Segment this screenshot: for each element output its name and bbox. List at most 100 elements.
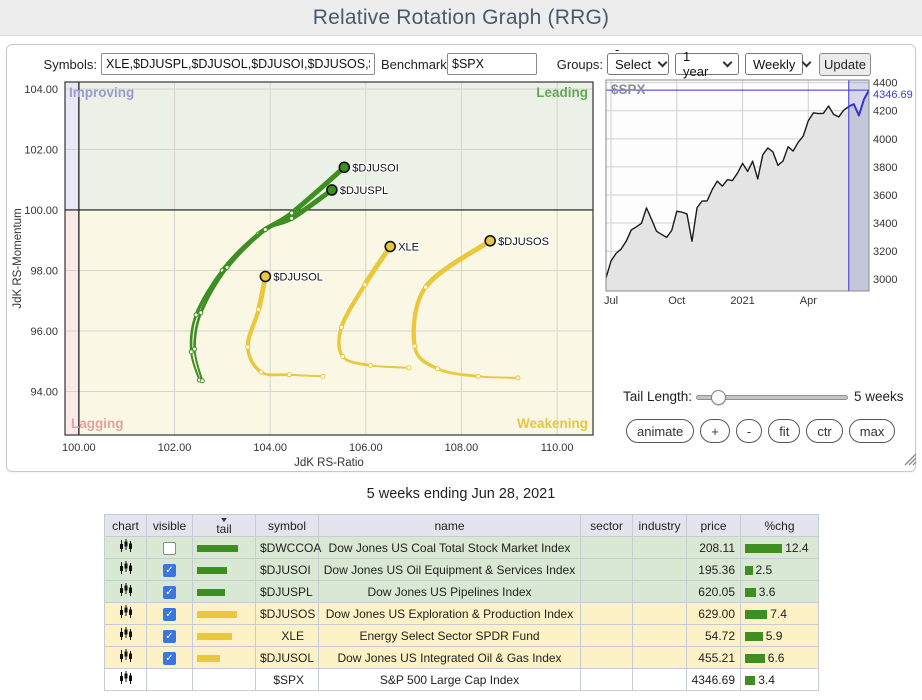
name-cell: Energy Select Sector SPDR Fund [319, 625, 581, 647]
spx-y-tick-label: 3400 [873, 218, 897, 230]
sector-cell [581, 669, 633, 691]
rrg-head-$DJUSOS[interactable] [485, 236, 495, 246]
zoom-out-button[interactable]: - [736, 419, 762, 443]
page-title: Relative Rotation Graph (RRG) [313, 6, 609, 30]
column-header-symbol[interactable]: symbol [256, 515, 319, 537]
candlestick-chart-icon[interactable] [119, 561, 133, 575]
pct-change-bar [745, 588, 756, 597]
symbols-label: Symbols: [27, 57, 97, 72]
column-header-chart[interactable]: chart [105, 515, 147, 537]
candlestick-chart-icon[interactable] [119, 583, 133, 597]
x-tick-label: 106.00 [349, 442, 383, 454]
column-header-name[interactable]: name [319, 515, 581, 537]
spx-x-tick-label: Apr [800, 295, 817, 307]
table-caption: 5 weeks ending Jun 28, 2021 [0, 486, 922, 502]
y-tick-label: 98.00 [30, 265, 58, 277]
groups-label: Groups: [555, 57, 603, 72]
rrg-trail-point [341, 355, 345, 359]
tail-length-slider[interactable] [696, 395, 848, 400]
column-header-visible[interactable]: visible [147, 515, 193, 537]
column-header-industry[interactable]: industry [633, 515, 687, 537]
price-cell: 620.05 [687, 581, 741, 603]
rrg-trail-point [290, 216, 294, 220]
update-button[interactable]: Update [819, 53, 871, 76]
frequency-select[interactable]: Weekly [745, 53, 803, 75]
tail-color-swatch [197, 545, 238, 552]
rrg-trail-point [194, 313, 198, 317]
candlestick-chart-icon[interactable] [119, 605, 133, 619]
pct-change-cell: 12.4 [741, 537, 819, 559]
spx-x-tick-label: Oct [668, 295, 685, 307]
fit-button[interactable]: fit [768, 419, 800, 443]
name-cell: S&P 500 Large Cap Index [319, 669, 581, 691]
spx-mini-chart: 440042004000380036003400320030004346.69J… [599, 75, 915, 307]
column-header-sector[interactable]: sector [581, 515, 633, 537]
spx-x-tick-label: Jul [604, 295, 618, 307]
tail-length-label: Tail Length: [623, 389, 692, 404]
pct-change-cell: 2.5 [741, 559, 819, 581]
visible-checkbox[interactable]: ✓ [163, 652, 176, 665]
chart-buttons: animate + - fit ctr max [626, 419, 895, 443]
pct-change-cell: 5.9 [741, 625, 819, 647]
rrg-panel: Symbols: Benchmark: Groups: - Select - 1… [6, 44, 916, 472]
spx-y-tick-label: 4000 [873, 134, 897, 146]
period-select[interactable]: 1 year [675, 53, 739, 75]
candlestick-chart-icon[interactable] [119, 539, 133, 553]
resize-handle-icon[interactable] [902, 451, 917, 466]
column-header-tail[interactable]: tail [193, 515, 256, 537]
column-header-chg[interactable]: %chg [741, 515, 819, 537]
candlestick-chart-icon[interactable] [119, 671, 133, 685]
frequency-select-value: Weekly [753, 57, 795, 72]
industry-cell [633, 603, 687, 625]
price-cell: 4346.69 [687, 669, 741, 691]
rrg-head-$DJUSPL[interactable] [327, 185, 337, 195]
industry-cell [633, 581, 687, 603]
pct-change-cell: 7.4 [741, 603, 819, 625]
rrg-head-label: $DJUSOL [273, 271, 323, 283]
pct-change-bar [745, 676, 755, 685]
groups-select[interactable]: - Select - [607, 53, 669, 75]
slider-handle[interactable] [711, 390, 726, 405]
rrg-head-$DJUSOI[interactable] [339, 162, 349, 172]
rrg-trail-point [436, 367, 440, 371]
center-button[interactable]: ctr [806, 419, 842, 443]
price-cell: 195.36 [687, 559, 741, 581]
animate-button[interactable]: animate [626, 419, 694, 443]
rrg-trail-point [339, 325, 343, 329]
rrg-trail-point [516, 376, 520, 380]
rrg-head-XLE[interactable] [385, 242, 395, 252]
rrg-head-$DJUSOL[interactable] [260, 271, 270, 281]
visible-checkbox[interactable]: ✓ [163, 608, 176, 621]
sector-cell [581, 537, 633, 559]
y-tick-label: 104.00 [24, 84, 58, 96]
rrg-trail-point [199, 311, 203, 315]
table-row-$DJUSPL: ✓$DJUSPLDow Jones US Pipelines Index620.… [105, 581, 819, 603]
rrg-head-label: $DJUSOI [352, 162, 398, 174]
spx-y-tick-label: 3200 [873, 246, 897, 258]
benchmark-input[interactable] [447, 53, 537, 75]
max-button[interactable]: max [849, 419, 896, 443]
table-row-$SPX: $SPXS&P 500 Large Cap Index4346.693.4 [105, 669, 819, 691]
rrg-trail-point [363, 283, 367, 287]
quadrant-improving [65, 82, 79, 210]
tail-color-swatch [197, 633, 232, 640]
industry-cell [633, 625, 687, 647]
rrg-trail-point [193, 347, 197, 351]
visible-checkbox[interactable]: ✓ [163, 586, 176, 599]
rrg-trail-point [259, 370, 263, 374]
candlestick-chart-icon[interactable] [119, 627, 133, 641]
spx-y-tick-label: 4200 [873, 106, 897, 118]
rrg-trail-point [476, 374, 480, 378]
visible-checkbox[interactable]: ✓ [163, 630, 176, 643]
rrg-trail-point [424, 285, 428, 289]
visible-checkbox[interactable] [163, 542, 176, 555]
visible-checkbox[interactable]: ✓ [163, 564, 176, 577]
table-row-$DJUSOL: ✓$DJUSOLDow Jones US Integrated Oil & Ga… [105, 647, 819, 669]
rrg-trail-point [407, 366, 411, 370]
symbols-input[interactable] [101, 53, 375, 75]
candlestick-chart-icon[interactable] [119, 649, 133, 663]
zoom-in-button[interactable]: + [700, 419, 730, 443]
quadrant-label-leading: Leading [536, 85, 588, 100]
spx-last-price-label: 4346.69 [873, 89, 913, 101]
column-header-price[interactable]: price [687, 515, 741, 537]
